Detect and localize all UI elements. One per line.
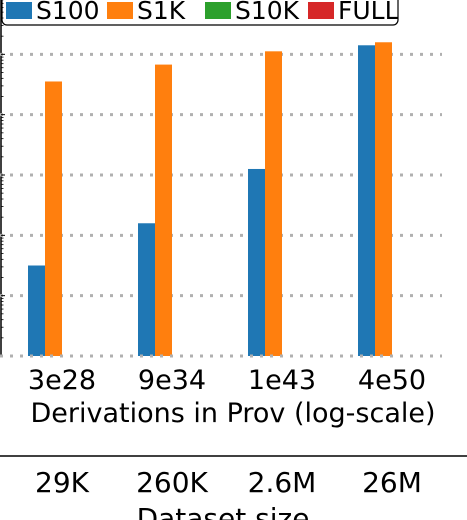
legend-swatch-s10k xyxy=(205,2,231,19)
legend-swatch-s1k xyxy=(107,2,133,19)
legend: S100 S1K S10K FULL xyxy=(1,0,399,26)
x-tick-label: 9e34 xyxy=(138,365,206,396)
secondary-tick-label: 260K xyxy=(136,466,208,499)
x-tick-label: 3e28 xyxy=(28,365,96,396)
legend-label-s1k: S1K xyxy=(137,0,186,25)
x-axis-label: Derivations in Prov (log-scale) xyxy=(30,398,435,429)
secondary-tick-label: 2.6M xyxy=(248,466,317,499)
x-tick-label: 4e50 xyxy=(358,365,426,396)
secondary-axis-label: Dataset size xyxy=(137,502,310,520)
plot-area xyxy=(0,0,442,358)
secondary-tick-label: 26M xyxy=(362,466,422,499)
bar-s100-4e50 xyxy=(358,45,375,357)
bar-s1k-3e28 xyxy=(45,81,62,356)
secondary-tick-label: 29K xyxy=(35,466,90,499)
bar-s1k-4e50 xyxy=(375,42,392,357)
bar-s100-3e28 xyxy=(28,265,45,356)
bar-s1k-1e43 xyxy=(265,51,282,357)
legend-swatch-full xyxy=(308,2,334,19)
bar-s1k-9e34 xyxy=(155,64,172,356)
legend-swatch-s100 xyxy=(6,2,32,19)
x-tick-label: 1e43 xyxy=(248,365,316,396)
secondary-x-axis: 29K 260K 2.6M 26M Dataset size xyxy=(0,455,467,520)
legend-label-full: FULL xyxy=(338,0,399,25)
bar-s100-9e34 xyxy=(138,223,155,356)
bar-s100-1e43 xyxy=(248,168,265,356)
legend-label-s100: S100 xyxy=(36,0,100,25)
legend-label-s10k: S10K xyxy=(235,0,300,25)
